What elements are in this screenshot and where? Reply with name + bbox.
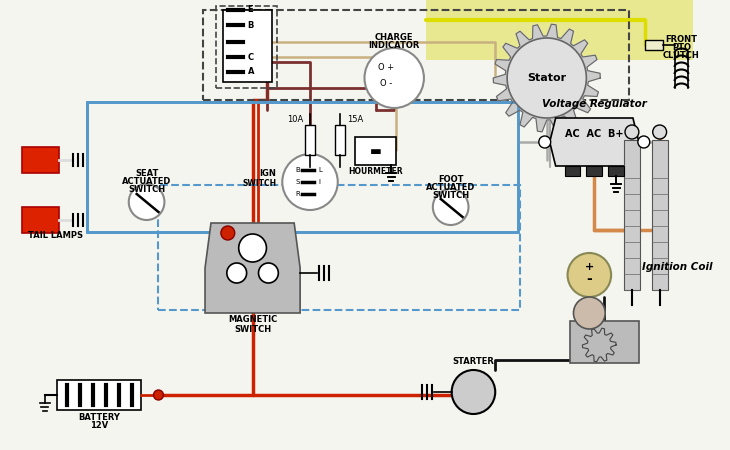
Polygon shape [583, 328, 616, 362]
Text: C: C [247, 53, 254, 62]
Circle shape [433, 189, 469, 225]
Bar [216, 6, 277, 88]
Bar [426, 0, 694, 60]
Bar [22, 147, 59, 173]
Text: SWITCH: SWITCH [242, 180, 277, 189]
Text: E: E [247, 5, 253, 14]
Polygon shape [550, 118, 639, 166]
Text: +: + [585, 262, 594, 272]
Circle shape [653, 125, 666, 139]
Bar [355, 137, 396, 165]
Text: CHARGE: CHARGE [375, 33, 413, 42]
Circle shape [258, 263, 278, 283]
Bar [158, 185, 520, 310]
Text: S: S [296, 179, 300, 185]
Bar [645, 40, 663, 50]
Bar [569, 321, 639, 363]
Text: ACTUATED: ACTUATED [122, 177, 172, 186]
Text: Ignition Coil: Ignition Coil [642, 262, 712, 272]
Circle shape [128, 184, 164, 220]
Text: MAGNETIC: MAGNETIC [228, 315, 277, 324]
Bar [87, 102, 518, 232]
Bar [586, 166, 602, 176]
Text: Stator: Stator [527, 73, 566, 83]
Circle shape [283, 154, 338, 210]
Bar [652, 140, 667, 290]
Text: IGN: IGN [259, 170, 277, 179]
Polygon shape [205, 223, 300, 313]
Text: I: I [318, 179, 320, 185]
Text: SWITCH: SWITCH [234, 324, 271, 333]
Text: CLUTCH: CLUTCH [663, 51, 700, 60]
Circle shape [364, 48, 424, 108]
Circle shape [567, 253, 611, 297]
Text: ACTUATED: ACTUATED [426, 183, 475, 192]
Bar [223, 10, 272, 82]
Text: 10A: 10A [287, 116, 303, 125]
Text: Voltage Regulator: Voltage Regulator [542, 99, 647, 109]
Text: HOURMETER: HOURMETER [348, 167, 403, 176]
Circle shape [239, 234, 266, 262]
Text: -: - [586, 272, 592, 286]
Bar [335, 125, 345, 155]
Text: BATTERY: BATTERY [78, 413, 120, 422]
Bar [203, 10, 629, 100]
Bar [608, 166, 624, 176]
Text: O +: O + [378, 63, 394, 72]
Circle shape [153, 390, 164, 400]
Circle shape [452, 370, 495, 414]
Text: PTO: PTO [672, 44, 691, 53]
Bar [624, 140, 640, 290]
Text: STARTER: STARTER [453, 357, 494, 366]
Text: R: R [296, 191, 300, 197]
Text: 12V: 12V [90, 420, 108, 429]
Circle shape [507, 38, 586, 118]
Text: B: B [247, 21, 254, 30]
Bar [305, 125, 315, 155]
Text: INDICATOR: INDICATOR [369, 41, 420, 50]
Bar [58, 380, 141, 410]
Text: FRONT: FRONT [666, 36, 697, 45]
Text: SEAT: SEAT [135, 170, 158, 179]
Circle shape [625, 125, 639, 139]
Circle shape [221, 226, 235, 240]
Circle shape [638, 136, 650, 148]
Text: A: A [247, 68, 254, 76]
Polygon shape [493, 24, 600, 132]
Text: ▬: ▬ [369, 144, 381, 158]
Bar [564, 166, 580, 176]
Text: SWITCH: SWITCH [432, 190, 469, 199]
Circle shape [227, 263, 247, 283]
Text: 15A: 15A [347, 116, 363, 125]
Circle shape [574, 297, 605, 329]
Text: FOOT: FOOT [438, 175, 464, 184]
Text: O -: O - [380, 80, 393, 89]
Text: B: B [296, 167, 300, 173]
Text: L: L [318, 167, 322, 173]
Text: TAIL LAMPS: TAIL LAMPS [28, 230, 82, 239]
Bar [22, 207, 59, 233]
Text: SWITCH: SWITCH [128, 185, 165, 194]
Text: AC  AC  B+: AC AC B+ [565, 129, 623, 139]
Circle shape [539, 136, 550, 148]
